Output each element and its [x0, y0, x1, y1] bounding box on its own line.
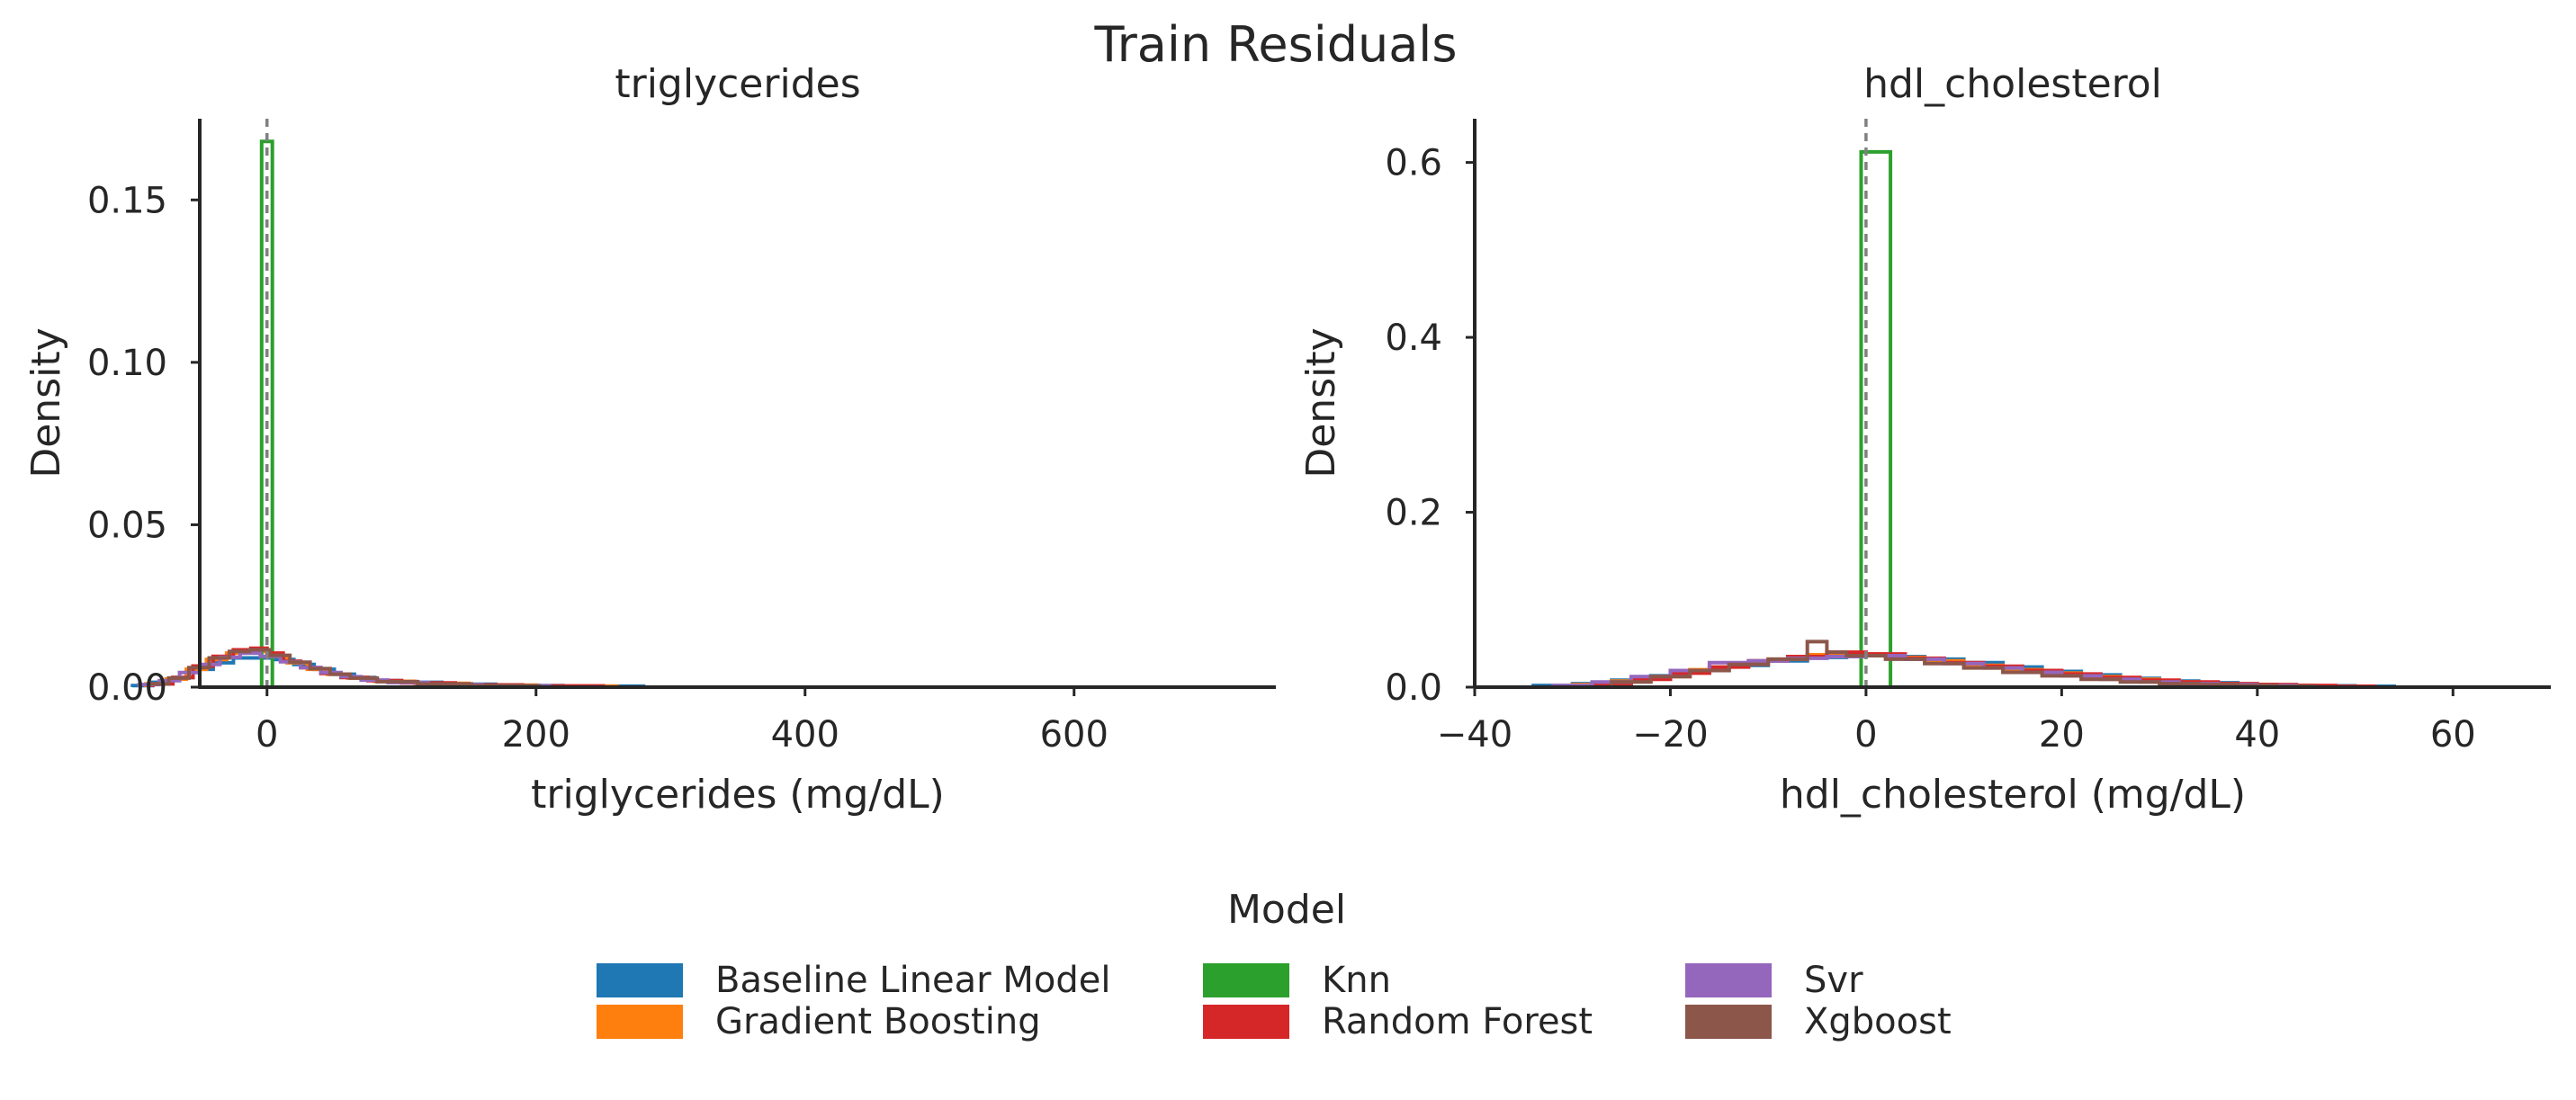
- triglycerides-x-tick-label: 0: [256, 714, 278, 756]
- legend-title: Model: [1226, 887, 1347, 933]
- legend-swatch-random-forest: [1203, 1005, 1289, 1039]
- legend-item-gradient-boosting: Gradient Boosting: [597, 1001, 1041, 1042]
- hdl-cholesterol-y-tick-label: 0.2: [1385, 493, 1442, 534]
- triglycerides-x-tick-label: 400: [771, 714, 839, 756]
- legend-item-baseline-linear-model: Baseline Linear Model: [597, 960, 1110, 1001]
- triglycerides-y-tick-label: 0.10: [87, 343, 167, 384]
- legend-item-knn: Knn: [1203, 960, 1391, 1001]
- hdl-cholesterol-y-axis-label: Density: [1298, 327, 1344, 478]
- legend-item-random-forest: Random Forest: [1203, 1001, 1593, 1042]
- legend-label-xgboost: Xgboost: [1804, 1001, 1952, 1042]
- legend-item-svr: Svr: [1685, 960, 1863, 1001]
- hdl-cholesterol-panel: −40 −20 0 20 40 60 0.0 0.2 0.4 0.6 hdl_cholesterol…: [1298, 61, 2551, 818]
- figure-title: Train Residuals: [1094, 16, 1458, 73]
- legend-label-baseline-linear-model: Baseline Linear Model: [715, 960, 1111, 1001]
- legend-item-xgboost: Xgboost: [1685, 1001, 1952, 1042]
- triglycerides-x-tick-label: 200: [502, 714, 570, 756]
- triglycerides-series-knn: [259, 139, 274, 687]
- triglycerides-x-axis-label: triglycerides (mg/dL): [531, 772, 945, 818]
- triglycerides-y-tick-label: 0.00: [87, 667, 167, 709]
- legend-swatch-xgboost: [1685, 1005, 1772, 1039]
- hdl-cholesterol-series-knn: [1859, 149, 1893, 687]
- legend-label-knn: Knn: [1322, 960, 1391, 1001]
- legend-label-random-forest: Random Forest: [1322, 1001, 1593, 1042]
- legend-label-gradient-boosting: Gradient Boosting: [715, 1001, 1041, 1042]
- hdl-cholesterol-x-tick-label: 40: [2234, 714, 2280, 756]
- legend-swatch-gradient-boosting: [597, 1005, 683, 1039]
- legend-label-svr: Svr: [1804, 960, 1863, 1001]
- hdl-cholesterol-x-tick-label: 60: [2430, 714, 2476, 756]
- hdl-cholesterol-x-tick-label: 0: [1854, 714, 1877, 756]
- triglycerides-y-tick-label: 0.05: [87, 505, 167, 546]
- triglycerides-series-xgboost: [147, 648, 541, 688]
- legend-swatch-svr: [1685, 963, 1772, 997]
- hdl-cholesterol-x-tick-label: −40: [1437, 714, 1512, 756]
- hdl-cholesterol-y-tick-label: 0.0: [1385, 667, 1442, 709]
- hdl-cholesterol-panel-title: hdl_cholesterol: [1863, 61, 2162, 107]
- hdl-cholesterol-y-tick-label: 0.4: [1385, 317, 1442, 359]
- legend-swatch-baseline-linear-model: [597, 963, 683, 997]
- triglycerides-y-axis-label: Density: [23, 327, 69, 478]
- legend-swatch-knn: [1203, 963, 1289, 997]
- hdl-cholesterol-x-tick-label: −20: [1632, 714, 1708, 756]
- hdl-cholesterol-x-axis-label: hdl_cholesterol (mg/dL): [1780, 772, 2246, 818]
- hdl-cholesterol-x-tick-label: 20: [2039, 714, 2085, 756]
- triglycerides-y-tick-label: 0.15: [87, 180, 167, 221]
- hdl-cholesterol-y-tick-label: 0.6: [1385, 143, 1442, 184]
- hdl-cholesterol-series-xgboost: [1610, 639, 2319, 688]
- triglycerides-x-tick-label: 600: [1040, 714, 1108, 756]
- triglycerides-panel-title: triglycerides: [615, 61, 860, 107]
- triglycerides-panel: 0 200 400 600 0.00 0.05 0.10 0.15 triglycerides t…: [23, 61, 1276, 818]
